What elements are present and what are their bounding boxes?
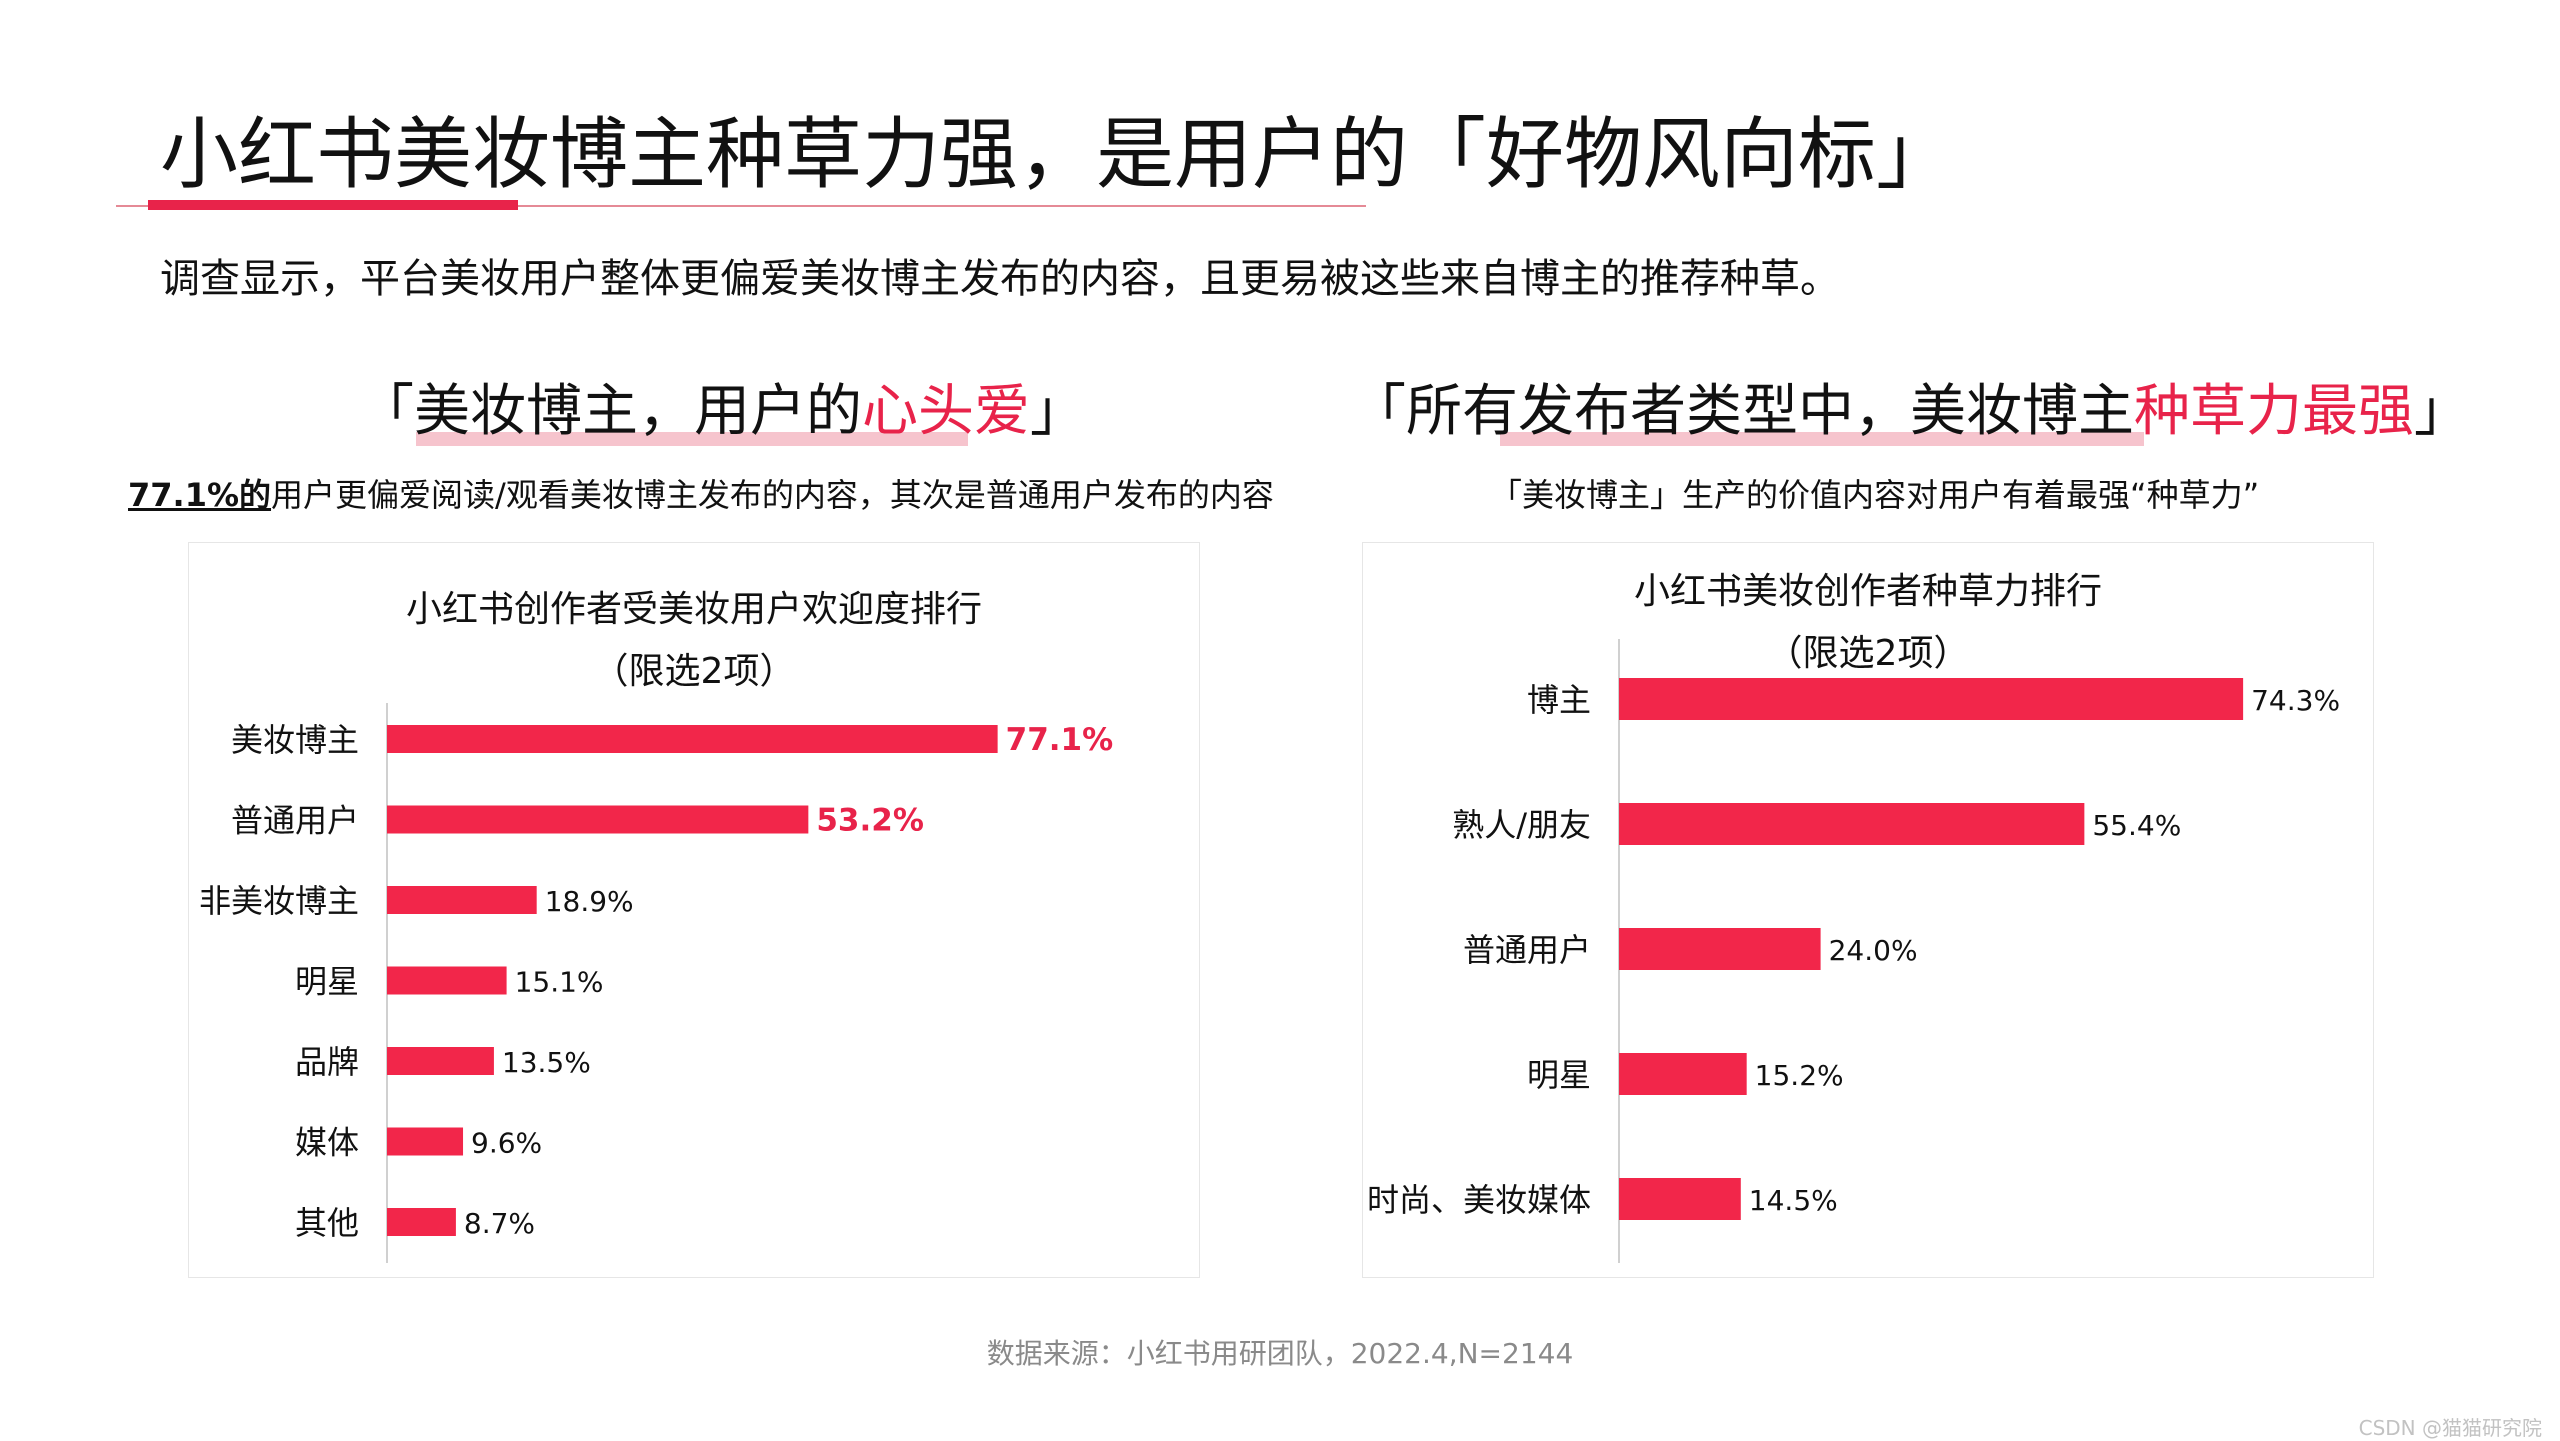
category-label: 明星 bbox=[1527, 1056, 1591, 1094]
right-heading-highlight bbox=[1500, 432, 2144, 446]
right-heading-post: 」 bbox=[2414, 379, 2470, 444]
value-label: 55.4% bbox=[2092, 809, 2181, 842]
chart-title: 小红书美妆创作者种草力排行 bbox=[1634, 571, 2102, 612]
left-note-rest: 用户更偏爱阅读/观看美妆博主发布的内容，其次是普通用户发布的内容 bbox=[271, 476, 1274, 514]
page-subtitle: 调查显示，平台美妆用户整体更偏爱美妆博主发布的内容，且更易被这些来自博主的推荐种… bbox=[160, 256, 1840, 302]
bar bbox=[387, 1127, 464, 1156]
title-divider bbox=[116, 205, 1366, 207]
value-label: 24.0% bbox=[1829, 934, 1918, 967]
category-label: 明星 bbox=[295, 963, 359, 1001]
chart-title: 小红书创作者受美妆用户欢迎度排行 bbox=[406, 589, 982, 630]
value-label: 74.3% bbox=[2251, 684, 2340, 717]
left-heading-highlight bbox=[416, 432, 968, 446]
bar bbox=[387, 1208, 456, 1236]
title-accent-underline bbox=[148, 200, 518, 210]
chart-subtitle: （限选2项） bbox=[593, 651, 796, 692]
category-label: 博主 bbox=[1527, 681, 1591, 719]
value-label: 18.9% bbox=[545, 885, 634, 918]
left-note-lead: 77.1%的 bbox=[128, 476, 272, 514]
category-label: 其他 bbox=[295, 1204, 359, 1242]
right-heading-pre: 「所有发布者类型中，美妆博主 bbox=[1350, 379, 2134, 444]
left-section-heading: 「美妆博主，用户的心头爱」 bbox=[358, 366, 1086, 447]
bar bbox=[1619, 1178, 1741, 1220]
category-label: 普通用户 bbox=[231, 802, 359, 840]
category-label: 媒体 bbox=[295, 1124, 359, 1162]
value-label: 9.6% bbox=[471, 1127, 542, 1160]
value-label: 14.5% bbox=[1749, 1184, 1838, 1217]
value-label: 15.2% bbox=[1755, 1059, 1844, 1092]
bar bbox=[1619, 928, 1821, 970]
watermark: CSDN @猫猫研究院 bbox=[2358, 1416, 2542, 1440]
value-label: 8.7% bbox=[464, 1207, 535, 1240]
left-heading-pre: 「美妆博主，用户的 bbox=[358, 379, 862, 444]
left-heading-post: 」 bbox=[1030, 379, 1086, 444]
bar bbox=[387, 886, 537, 914]
seeding-power-bar-chart: 小红书美妆创作者种草力排行 （限选2项） 博主 74.3% 熟人/朋友 55.4% 普通用户… bbox=[1367, 571, 2340, 1263]
popularity-bar-chart: 小红书创作者受美妆用户欢迎度排行 （限选2项） 美妆博主 77.1% 普通用户 53.2%… bbox=[199, 589, 1114, 1263]
category-label: 品牌 bbox=[295, 1043, 359, 1081]
value-label: 13.5% bbox=[502, 1046, 591, 1079]
bar bbox=[387, 805, 809, 834]
right-note-text: 「美妆博主」生产的价值内容对用户有着最强“种草力” bbox=[1490, 476, 2260, 514]
category-label: 普通用户 bbox=[1463, 931, 1591, 969]
data-source-note: 数据来源：小红书用研团队，2022.4,N=2144 bbox=[986, 1337, 1574, 1370]
left-chart-card: 小红书创作者受美妆用户欢迎度排行 （限选2项） 美妆博主 77.1% 普通用户 53.2%… bbox=[188, 542, 1200, 1278]
bar bbox=[387, 966, 507, 995]
bar bbox=[1619, 1053, 1747, 1095]
category-label: 美妆博主 bbox=[231, 721, 359, 759]
right-section-heading: 「所有发布者类型中，美妆博主种草力最强」 bbox=[1350, 366, 2470, 447]
value-label: 53.2% bbox=[816, 803, 924, 839]
category-label: 时尚、美妆媒体 bbox=[1367, 1181, 1591, 1219]
left-heading-highlight-text: 心头爱 bbox=[862, 379, 1030, 444]
bar bbox=[1619, 803, 2085, 845]
category-label: 非美妆博主 bbox=[199, 882, 359, 920]
bar bbox=[387, 725, 998, 753]
bar bbox=[1619, 678, 2244, 720]
right-heading-highlight-text: 种草力最强 bbox=[2134, 379, 2414, 444]
value-label: 77.1% bbox=[1006, 722, 1114, 758]
bar bbox=[387, 1047, 494, 1075]
category-label: 熟人/朋友 bbox=[1452, 806, 1591, 844]
page-title: 小红书美妆博主种草力强，是用户的「好物风向标」 bbox=[160, 110, 1955, 200]
right-chart-card: 小红书美妆创作者种草力排行 （限选2项） 博主 74.3% 熟人/朋友 55.4% 普通用户… bbox=[1362, 542, 2374, 1278]
value-label: 15.1% bbox=[515, 966, 604, 999]
left-section-note: 77.1%的用户更偏爱阅读/观看美妆博主发布的内容，其次是普通用户发布的内容 bbox=[128, 470, 1274, 516]
chart-subtitle: （限选2项） bbox=[1767, 633, 1970, 674]
